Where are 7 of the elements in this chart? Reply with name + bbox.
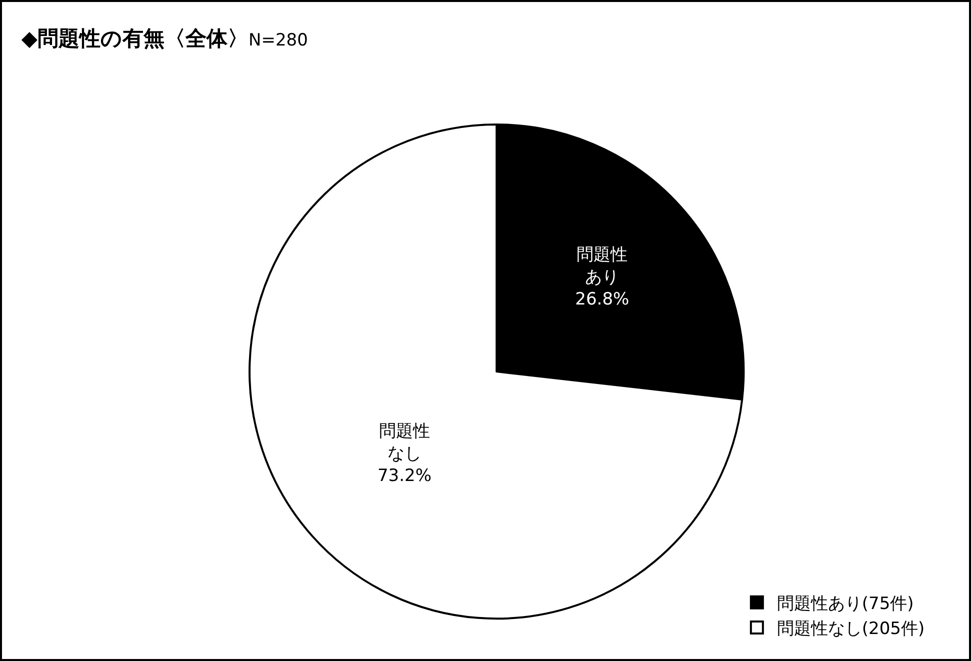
data-label: 問題性あり26.8%: [575, 245, 630, 310]
pie-slice: [248, 123, 744, 620]
legend-label: 問題性あり(75件): [776, 594, 914, 614]
legend-label: 問題性なし(205件): [776, 619, 925, 640]
chart-subtitle: N=280: [248, 30, 308, 50]
chart-title: ◆問題性の有無〈全体〉: [21, 26, 248, 50]
data-label: 問題性なし73.2%: [377, 422, 432, 486]
